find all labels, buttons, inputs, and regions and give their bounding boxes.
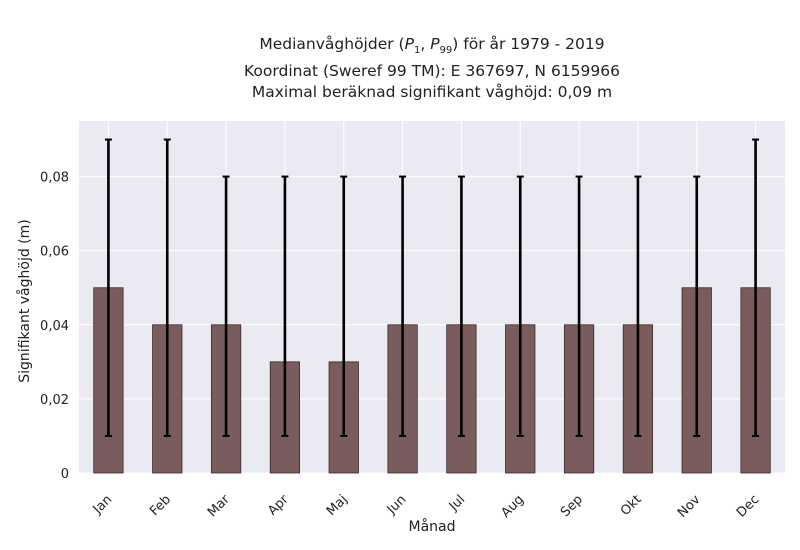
x-tick-label: Dec [734, 492, 762, 520]
x-tick-label: Jun [384, 492, 410, 518]
chart-title-line3: Maximal beräknad signifikant våghöjd: 0,… [251, 83, 613, 102]
y-tick-label: 0,06 [40, 245, 69, 260]
x-tick-label: Nov [675, 492, 704, 521]
y-axis-label: Signifikant våghöjd (m) [16, 219, 33, 382]
y-tick-label: 0,02 [40, 393, 69, 408]
x-axis-label: Månad [409, 518, 456, 535]
y-tick-label: 0 [61, 467, 69, 482]
x-tick-label: Sep [558, 492, 586, 520]
y-axis-ticks: 0 0,02 0,04 0,06 0,08 [40, 171, 69, 482]
chart-title-line2: Koordinat (Sweref 99 TM): E 367697, N 61… [244, 62, 620, 81]
x-tick-label: Okt [618, 492, 645, 519]
x-tick-label: Maj [324, 492, 351, 519]
plot-area [79, 121, 785, 473]
x-tick-label: Feb [147, 492, 174, 519]
chart-title: Medianvåghöjder (P1, P99) för år 1979 - … [32, 34, 800, 103]
y-tick-label: 0,04 [40, 319, 69, 334]
error-bars [104, 138, 760, 437]
chart-title-line1: Medianvåghöjder (P1, P99) för år 1979 - … [259, 35, 605, 57]
x-axis-ticks: Jan Feb Mar Apr Maj Jun Jul Aug Sep Okt Nov Dec [90, 492, 763, 521]
x-tick-label: Mar [205, 492, 233, 520]
x-tick-label: Jan [90, 492, 115, 517]
x-tick-label: Apr [265, 492, 292, 519]
x-tick-label: Aug [499, 492, 528, 521]
x-tick-label: Jul [446, 492, 468, 514]
y-tick-label: 0,08 [40, 171, 69, 186]
